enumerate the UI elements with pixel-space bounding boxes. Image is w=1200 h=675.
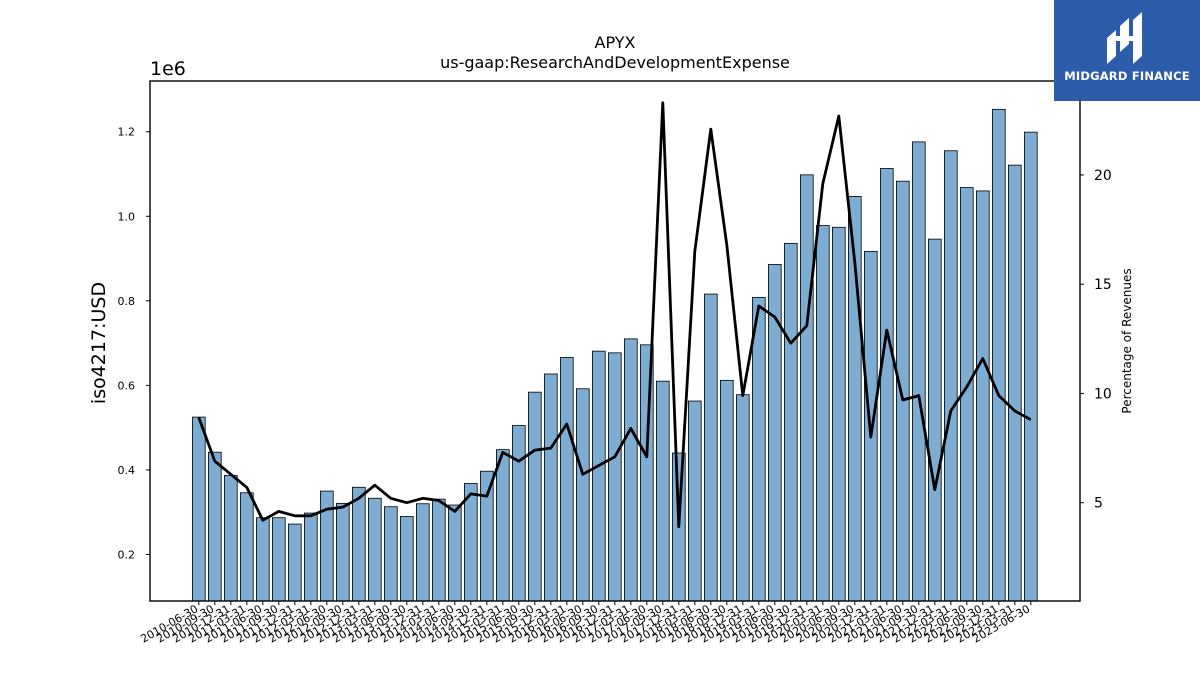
bar-2017-09-30 <box>656 380 670 602</box>
plot-frame <box>149 80 1081 602</box>
bar-2021-12-31 <box>928 238 942 602</box>
logo-mark-icon <box>1054 0 1200 101</box>
bar-2018-09-30 <box>720 379 734 602</box>
y-offset-text: 1e6 <box>150 58 186 80</box>
bar-2019-03-31 <box>752 297 766 602</box>
bar-2021-03-31 <box>880 168 894 602</box>
bar-2015-03-31 <box>495 449 510 602</box>
bar-2013-06-30 <box>383 506 398 602</box>
y-tick-label: 0.6 <box>118 379 136 392</box>
bar-2017-03-31 <box>624 338 638 602</box>
bar-2011-12-31 <box>287 523 302 602</box>
bar-2013-12-31 <box>415 503 430 602</box>
percentage-line <box>197 101 1032 529</box>
chart-subtitle: us-gaap:ResearchAndDevelopmentExpense <box>440 53 790 72</box>
bar-2019-09-30 <box>784 242 798 602</box>
bar-2010-06-30 <box>191 416 206 602</box>
bar-2016-09-30 <box>592 350 606 602</box>
bar-2018-03-31 <box>688 400 702 602</box>
bar-2020-06-30 <box>832 226 846 602</box>
bar-2014-12-31 <box>479 470 494 602</box>
bar-2019-12-31 <box>800 174 814 602</box>
bar-2011-03-31 <box>239 492 254 602</box>
bar-2020-03-31 <box>816 225 830 602</box>
y-tick-label: 0.2 <box>118 548 136 561</box>
bar-2022-09-30 <box>976 190 990 602</box>
bar-2015-06-30 <box>512 425 526 602</box>
bar-2018-12-31 <box>736 394 750 602</box>
brand-logo: MIDGARD FINANCE <box>1054 0 1200 101</box>
bar-2022-12-31 <box>992 108 1006 602</box>
logo-text: MIDGARD FINANCE <box>1064 69 1190 83</box>
bar-2015-12-31 <box>544 373 558 602</box>
y2-tick-label: 5 <box>1094 496 1103 512</box>
bar-2016-03-31 <box>560 357 574 602</box>
chart-title: APYX <box>595 33 636 52</box>
bar-2018-06-30 <box>704 293 718 602</box>
y-tick-label: 1.2 <box>118 126 136 139</box>
bar-2014-03-31 <box>431 498 446 602</box>
bar-2012-03-31 <box>303 512 318 602</box>
y2-tick-label: 10 <box>1094 386 1112 402</box>
bar-2022-03-31 <box>944 150 958 602</box>
bar-2010-12-31 <box>223 475 238 602</box>
y-tick-label: 0.4 <box>118 464 136 477</box>
bar-2011-06-30 <box>255 517 270 602</box>
y-tick-label: 1.0 <box>118 210 136 223</box>
bar-2014-06-30 <box>447 504 462 602</box>
y-tick-label: 0.8 <box>118 295 136 308</box>
bar-2023-03-31 <box>1008 164 1022 602</box>
bar-2010-09-30 <box>207 451 222 602</box>
bar-2011-09-30 <box>271 517 286 602</box>
y2-tick-label: 20 <box>1094 168 1112 184</box>
y2-axis-label: Percentage of Revenues <box>1120 268 1134 413</box>
bar-2015-09-30 <box>528 391 542 602</box>
bar-2023-06-30 <box>1024 131 1038 602</box>
y2-tick-label: 15 <box>1094 277 1112 293</box>
bar-2016-12-31 <box>608 352 622 602</box>
bar-2021-09-30 <box>912 141 926 602</box>
bar-2013-03-31 <box>367 497 382 602</box>
bar-2012-09-30 <box>335 502 350 602</box>
bar-2013-09-30 <box>399 516 414 602</box>
bar-2016-06-30 <box>576 388 590 602</box>
y-axis-label: iso4217:USD <box>88 282 110 404</box>
bar-2021-06-30 <box>896 180 910 602</box>
bar-2012-12-31 <box>351 486 366 602</box>
bar-2014-09-30 <box>463 483 478 602</box>
